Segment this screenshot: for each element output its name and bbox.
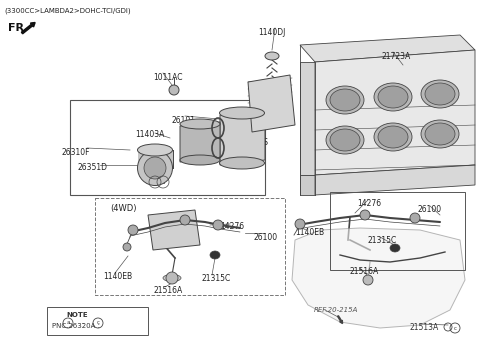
Ellipse shape — [180, 119, 220, 129]
Text: c: c — [454, 326, 456, 331]
Ellipse shape — [219, 107, 264, 119]
Ellipse shape — [378, 126, 408, 148]
Ellipse shape — [265, 52, 279, 60]
Circle shape — [295, 219, 305, 229]
Circle shape — [123, 243, 131, 251]
Text: 1140EB: 1140EB — [103, 272, 132, 281]
Text: (4WD): (4WD) — [110, 204, 136, 213]
Text: 21315C: 21315C — [368, 236, 397, 245]
Text: 21516A: 21516A — [349, 267, 378, 276]
Bar — [95, 198, 285, 295]
Circle shape — [363, 275, 373, 285]
Ellipse shape — [425, 83, 455, 105]
Text: 11403A: 11403A — [135, 130, 164, 139]
Circle shape — [410, 213, 420, 223]
Text: 26410B: 26410B — [253, 85, 282, 94]
Ellipse shape — [144, 157, 166, 179]
FancyArrow shape — [22, 23, 35, 34]
Polygon shape — [148, 210, 200, 250]
Circle shape — [180, 215, 190, 225]
Text: 1140EB: 1140EB — [295, 228, 324, 237]
Text: 26345S: 26345S — [227, 153, 256, 162]
FancyArrow shape — [337, 316, 343, 323]
Ellipse shape — [326, 126, 364, 154]
Ellipse shape — [374, 83, 412, 111]
Text: (3300CC>LAMBDA2>DOHC-TCI/GDI): (3300CC>LAMBDA2>DOHC-TCI/GDI) — [4, 8, 131, 14]
Ellipse shape — [390, 244, 400, 252]
Text: 26351D: 26351D — [78, 163, 108, 172]
Circle shape — [166, 272, 178, 284]
Text: 21516A: 21516A — [154, 286, 183, 295]
Text: 21723A: 21723A — [382, 52, 411, 61]
Polygon shape — [300, 62, 315, 175]
Ellipse shape — [210, 251, 220, 259]
Text: 26100: 26100 — [418, 205, 442, 214]
Polygon shape — [300, 35, 475, 62]
Text: 14276: 14276 — [357, 199, 381, 208]
Polygon shape — [220, 110, 265, 165]
Text: 21315C: 21315C — [201, 274, 230, 283]
Ellipse shape — [326, 86, 364, 114]
Text: -: - — [82, 320, 84, 326]
Polygon shape — [180, 122, 220, 162]
Ellipse shape — [137, 151, 172, 186]
Bar — [330, 192, 465, 270]
Text: 1011AC: 1011AC — [153, 73, 182, 82]
Polygon shape — [315, 165, 475, 195]
Text: 26100: 26100 — [254, 233, 278, 242]
Text: FR: FR — [8, 23, 24, 33]
Text: 26101: 26101 — [171, 116, 195, 125]
Ellipse shape — [330, 89, 360, 111]
Ellipse shape — [425, 123, 455, 145]
Text: a: a — [66, 320, 70, 326]
Ellipse shape — [378, 86, 408, 108]
Text: 26310F: 26310F — [62, 148, 91, 157]
Text: b: b — [153, 179, 157, 185]
Text: PNC.26320A :: PNC.26320A : — [52, 323, 100, 329]
Polygon shape — [292, 228, 465, 328]
Bar — [138, 150, 173, 168]
Circle shape — [360, 210, 370, 220]
Bar — [47, 307, 148, 335]
Ellipse shape — [330, 129, 360, 151]
Ellipse shape — [163, 274, 181, 282]
Text: c: c — [96, 320, 99, 326]
Circle shape — [213, 220, 223, 230]
Text: 26343S: 26343S — [240, 138, 269, 147]
Ellipse shape — [180, 155, 220, 165]
Ellipse shape — [137, 144, 172, 156]
Polygon shape — [248, 75, 295, 132]
Bar — [70, 100, 265, 195]
Ellipse shape — [374, 123, 412, 151]
Circle shape — [128, 225, 138, 235]
Ellipse shape — [219, 157, 264, 169]
Circle shape — [169, 85, 179, 95]
Polygon shape — [300, 175, 315, 195]
Text: REF.20-215A: REF.20-215A — [314, 307, 359, 313]
Ellipse shape — [421, 120, 459, 148]
Polygon shape — [315, 50, 475, 175]
Text: 21513A: 21513A — [409, 323, 438, 332]
Text: 1140DJ: 1140DJ — [258, 28, 286, 37]
Text: a: a — [161, 179, 165, 185]
Ellipse shape — [421, 80, 459, 108]
Text: NOTE: NOTE — [66, 312, 88, 318]
Text: 14276: 14276 — [220, 222, 244, 231]
